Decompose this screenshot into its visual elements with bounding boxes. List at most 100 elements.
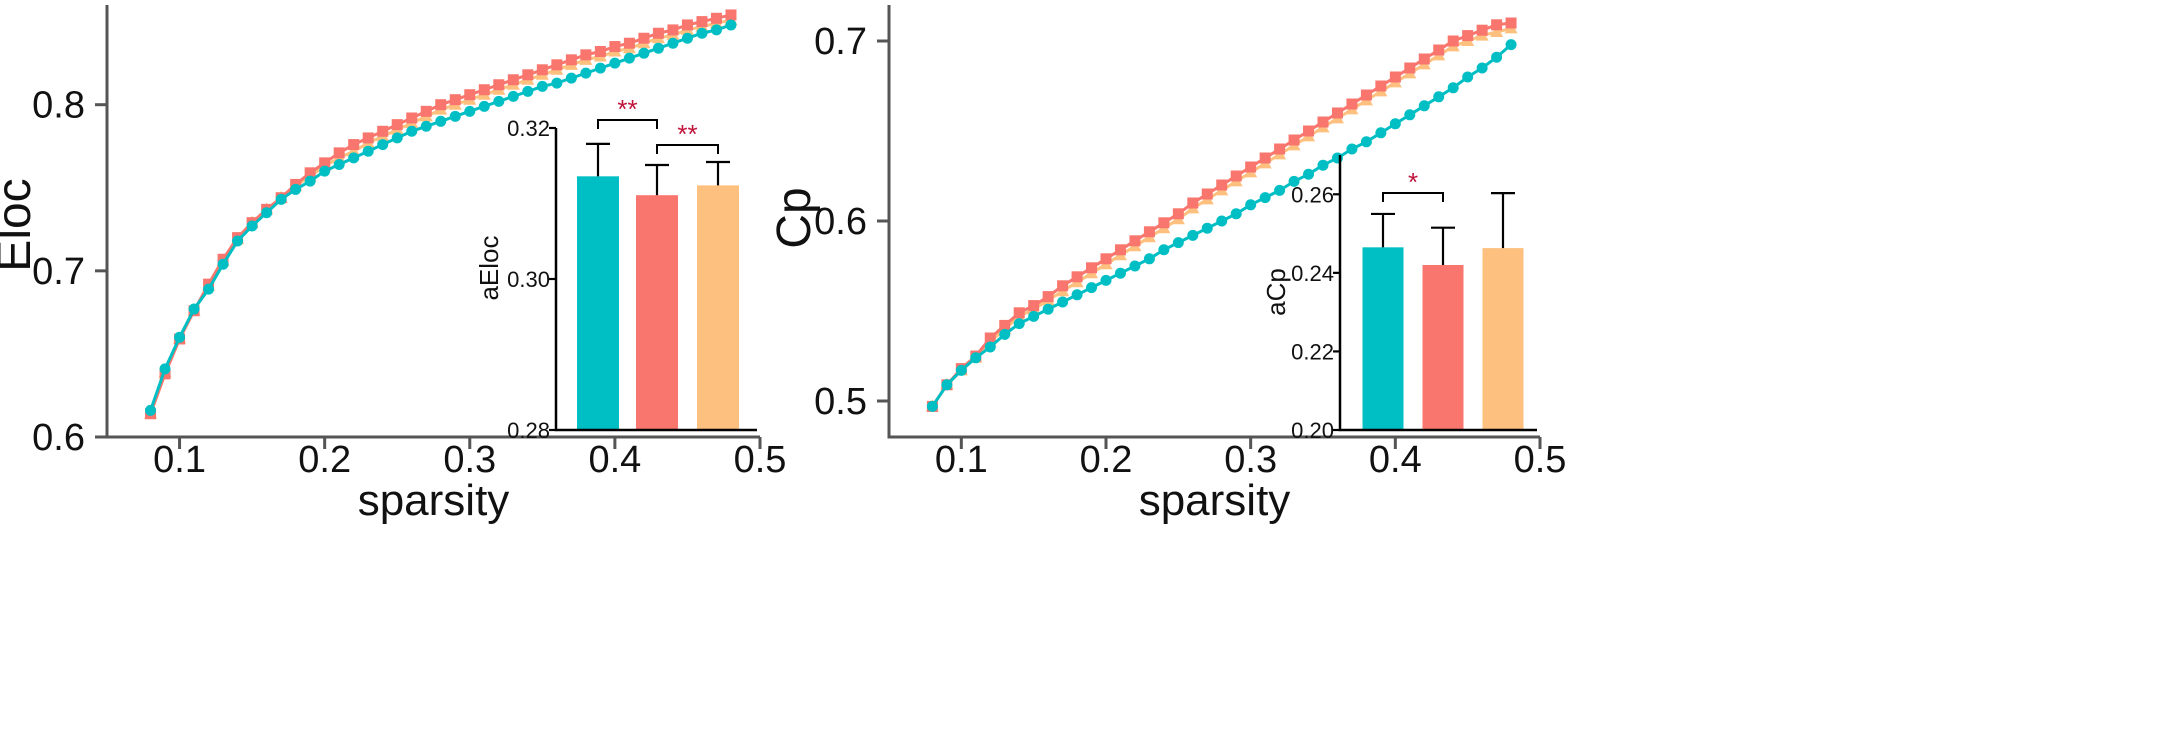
data-point: [580, 49, 592, 61]
data-point: [1071, 271, 1083, 283]
data-point: [609, 57, 621, 69]
bar-series3: [697, 185, 739, 430]
data-point: [1360, 89, 1372, 101]
x-tick-label: 0.3: [1224, 439, 1277, 481]
data-point: [159, 363, 171, 375]
data-point: [536, 64, 548, 76]
data-point: [725, 19, 737, 31]
data-point: [275, 193, 287, 205]
data-point: [536, 80, 548, 92]
y-tick-label: 0.6: [814, 201, 867, 243]
data-point: [1172, 237, 1184, 249]
data-point: [362, 132, 374, 144]
data-point: [565, 72, 577, 84]
data-point: [609, 41, 621, 53]
data-point: [188, 303, 200, 315]
data-point: [1462, 30, 1474, 42]
data-point: [1143, 253, 1155, 265]
data-point: [565, 54, 577, 66]
y-axis-label: Eloc: [0, 178, 41, 271]
data-point: [1086, 282, 1098, 294]
inset-y-tick-label: 0.26: [1291, 182, 1334, 207]
data-point: [1375, 127, 1387, 139]
data-point: [174, 331, 186, 343]
data-point: [1028, 310, 1040, 322]
data-point: [1201, 222, 1213, 234]
x-tick-label: 0.5: [734, 439, 787, 481]
significance-marker: *: [1408, 167, 1418, 197]
data-point: [1143, 226, 1155, 238]
data-point: [1447, 35, 1459, 47]
x-tick-label: 0.1: [935, 439, 988, 481]
data-point: [261, 207, 273, 219]
inset-y-tick-label: 0.28: [507, 418, 550, 443]
bar-series2: [1422, 265, 1464, 430]
data-point: [1071, 289, 1083, 301]
data-point: [1042, 291, 1054, 303]
data-point: [1172, 208, 1184, 220]
data-point: [1433, 91, 1445, 103]
data-point: [420, 120, 432, 132]
data-point: [347, 144, 361, 157]
y-axis-label: Cp: [768, 187, 821, 248]
inset-y-axis-label: aEloc: [474, 235, 504, 300]
data-point: [1505, 17, 1517, 29]
data-point: [1288, 134, 1300, 146]
data-point: [1187, 229, 1199, 241]
data-point: [652, 42, 664, 54]
x-tick-label: 0.1: [153, 439, 206, 481]
data-point: [696, 27, 708, 39]
data-point: [1259, 192, 1271, 204]
data-point: [1418, 100, 1430, 112]
data-point: [464, 105, 476, 117]
data-point: [1274, 143, 1286, 155]
data-point: [507, 74, 519, 86]
data-point: [638, 32, 650, 44]
bar-series2: [636, 195, 678, 430]
data-point: [1201, 188, 1213, 200]
data-point: [667, 24, 679, 36]
data-point: [1100, 274, 1112, 286]
x-tick-label: 0.5: [1514, 439, 1567, 481]
x-tick-label: 0.2: [298, 439, 351, 481]
data-point: [638, 47, 650, 59]
data-point: [1331, 152, 1343, 164]
data-point: [710, 12, 722, 24]
x-tick-label: 0.4: [588, 439, 641, 481]
data-point: [1476, 24, 1488, 36]
y-tick-label: 0.7: [814, 21, 867, 63]
data-point: [1418, 53, 1430, 65]
data-point: [1360, 136, 1372, 148]
inset-y-tick-label: 0.22: [1291, 339, 1334, 364]
data-point: [1230, 170, 1242, 182]
series-series1: [145, 19, 737, 416]
data-point: [681, 19, 693, 31]
data-point: [1462, 71, 1474, 83]
data-point: [1317, 159, 1329, 171]
inset-bar-chart: 0.20 0.22 0.24 0.26 aCp *: [1261, 155, 1537, 443]
data-point: [478, 100, 490, 112]
data-point: [1274, 184, 1286, 196]
data-point: [464, 89, 476, 101]
data-point: [1158, 217, 1170, 229]
data-point: [420, 105, 432, 117]
data-point: [551, 77, 563, 89]
inset-y-tick-label: 0.24: [1291, 261, 1334, 286]
inset-y-axis-label: aCp: [1261, 268, 1291, 316]
data-point: [304, 167, 316, 179]
data-point: [290, 183, 302, 195]
data-point: [1404, 109, 1416, 121]
data-point: [478, 84, 490, 96]
inset-y-tick-label: 0.20: [1291, 418, 1334, 443]
data-point: [623, 37, 635, 49]
data-point: [999, 319, 1011, 331]
significance-bracket: [656, 144, 719, 154]
inset-y-tick-label: 0.32: [507, 116, 550, 141]
inset-y-tick-label: 0.30: [507, 267, 550, 292]
data-point: [1433, 44, 1445, 56]
data-point: [984, 332, 996, 344]
data-point: [493, 79, 505, 91]
data-point: [145, 404, 157, 416]
data-point: [406, 125, 418, 137]
